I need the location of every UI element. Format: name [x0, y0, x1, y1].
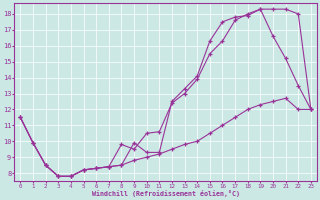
- X-axis label: Windchill (Refroidissement éolien,°C): Windchill (Refroidissement éolien,°C): [92, 190, 240, 197]
